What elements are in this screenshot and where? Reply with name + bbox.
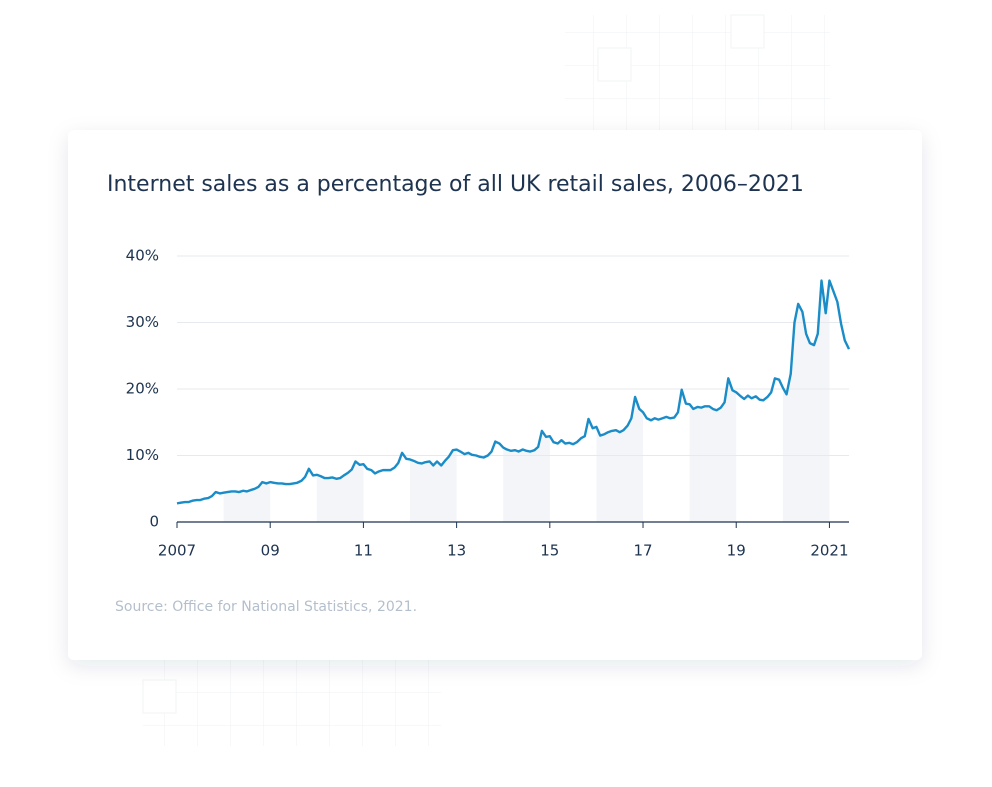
decor-cell xyxy=(597,47,632,82)
x-tick-label: 2007 xyxy=(158,542,196,560)
data-line xyxy=(176,279,851,505)
x-tick-label: 19 xyxy=(727,542,746,560)
y-tick-label: 30% xyxy=(126,313,159,331)
x-tick-label: 13 xyxy=(447,542,466,560)
card xyxy=(68,130,922,660)
x-tick-label: 2021 xyxy=(810,542,848,560)
decor-grid xyxy=(143,650,441,746)
y-tick-label: 10% xyxy=(126,446,159,464)
y-tick-label: 40% xyxy=(126,247,159,265)
decor-cell xyxy=(730,14,765,49)
y-tick-label: 0 xyxy=(149,513,159,531)
x-tick-label: 09 xyxy=(261,542,280,560)
source-note: Source: Office for National Statistics, … xyxy=(115,599,417,615)
y-tick-label: 20% xyxy=(126,380,159,398)
decor-cell xyxy=(142,679,177,714)
chart-title: Internet sales as a percentage of all UK… xyxy=(107,172,804,197)
x-tick-label: 17 xyxy=(633,542,652,560)
x-tick-label: 15 xyxy=(540,542,559,560)
x-tick-label: 11 xyxy=(354,542,373,560)
